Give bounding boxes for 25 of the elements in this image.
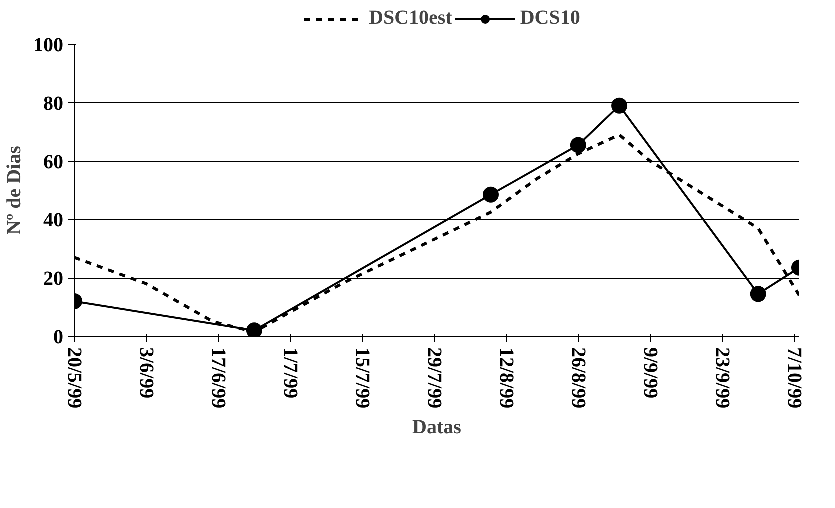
x-tick-label: 12/8/99	[495, 348, 518, 409]
y-tick-label: 80	[44, 92, 64, 115]
x-tick-label: 17/6/99	[207, 348, 230, 409]
y-tick-label: 20	[44, 268, 64, 290]
x-tick-label: 9/9/99	[639, 348, 662, 399]
point	[482, 186, 499, 203]
legend-label: DCS10	[520, 7, 580, 30]
x-tick-label: 23/9/99	[711, 348, 734, 409]
y-axis-title: Nº de Dias	[4, 146, 26, 235]
x-tick-label: 3/6/99	[135, 348, 158, 399]
point	[612, 98, 628, 114]
x-tick-label: 20/5/99	[64, 348, 86, 409]
point	[570, 137, 586, 154]
legend-label: DSC10est	[369, 7, 452, 30]
y-tick-label: 60	[44, 151, 64, 174]
x-tick-label: 7/10/99	[783, 348, 806, 409]
point	[750, 286, 766, 302]
x-tick-label: 1/7/99	[279, 348, 302, 399]
x-tick-label: 29/7/99	[423, 348, 446, 409]
y-tick-label: 0	[54, 326, 64, 348]
x-tick-label: 15/7/99	[351, 348, 374, 409]
y-tick-label: 40	[44, 210, 64, 232]
x-tick-label: 26/8/99	[567, 348, 590, 409]
x-axis-title: Datas	[412, 416, 462, 439]
y-tick-label: 100	[34, 34, 64, 56]
